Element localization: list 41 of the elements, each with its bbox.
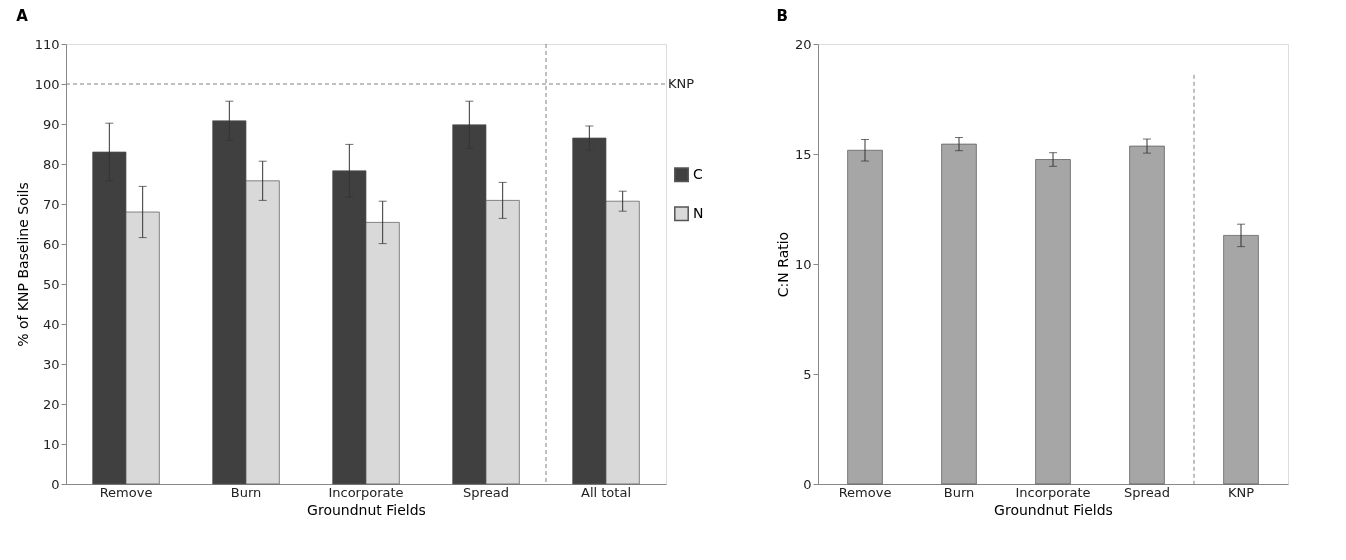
y-tick-label: 90 bbox=[42, 116, 60, 132]
y-tick-label: 10 bbox=[42, 436, 60, 452]
y-tick-label: 0 bbox=[803, 476, 812, 492]
y-tick-label: 80 bbox=[42, 156, 60, 172]
y-tick-label: 10 bbox=[794, 256, 812, 272]
chart-title: B bbox=[776, 7, 788, 25]
x-tick-label: Incorporate bbox=[1015, 484, 1091, 500]
x-tick-label: Incorporate bbox=[328, 484, 404, 500]
x-tick-label: Burn bbox=[230, 484, 262, 500]
y-tick-label: 40 bbox=[42, 316, 60, 332]
legend-label: N bbox=[693, 204, 704, 221]
y-tick-label: 100 bbox=[34, 76, 60, 92]
y-tick-label: 20 bbox=[794, 36, 812, 52]
bar bbox=[847, 149, 883, 485]
y-tick-label: 20 bbox=[42, 396, 60, 412]
chart-title: A bbox=[16, 7, 29, 25]
legend-label: C bbox=[693, 165, 703, 182]
y-tick-label: 70 bbox=[42, 196, 60, 212]
y-tick-label: 0 bbox=[51, 476, 60, 492]
x-tick-label: All total bbox=[581, 484, 631, 500]
x-tick-label: Spread bbox=[463, 484, 509, 500]
y-axis-title: C:N Ratio bbox=[774, 231, 791, 298]
y-tick-label: 15 bbox=[794, 146, 812, 162]
x-axis-title: Groundnut Fields bbox=[307, 501, 426, 518]
x-tick-label: Remove bbox=[99, 484, 153, 500]
y-tick-label: 110 bbox=[34, 36, 60, 52]
y-tick-label: 5 bbox=[803, 366, 812, 382]
y-tick-label: 50 bbox=[42, 276, 60, 292]
x-tick-label: Spread bbox=[1124, 484, 1170, 500]
x-tick-label: Burn bbox=[943, 484, 975, 500]
bar bbox=[1223, 235, 1259, 485]
x-axis-title: Groundnut Fields bbox=[994, 501, 1113, 518]
x-tick-label: Remove bbox=[838, 484, 892, 500]
x-tick-label: KNP bbox=[1227, 484, 1255, 500]
y-axis-title: % of KNP Baseline Soils bbox=[14, 182, 31, 347]
bar bbox=[941, 143, 977, 485]
y-tick-label: 30 bbox=[42, 356, 60, 372]
ref-line-label: KNP bbox=[668, 76, 695, 91]
y-tick-label: 60 bbox=[42, 236, 60, 252]
bar bbox=[1129, 145, 1165, 485]
bar bbox=[1035, 159, 1071, 485]
